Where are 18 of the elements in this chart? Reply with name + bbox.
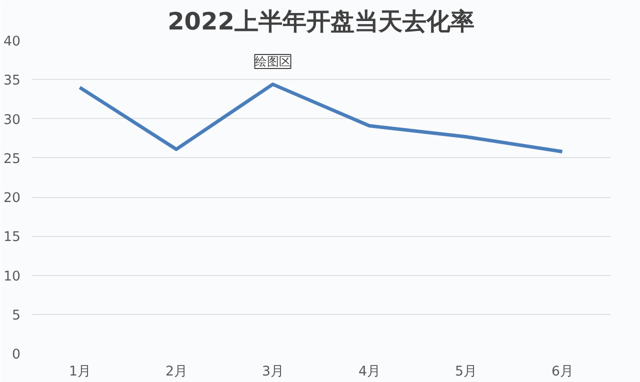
x-tick-label: 1月 [69, 364, 90, 380]
x-tick-label: 6月 [552, 364, 573, 380]
y-tick-label: 20 [4, 191, 21, 206]
y-tick-label: 10 [4, 269, 21, 284]
y-tick-label: 40 [4, 34, 21, 50]
y-tick-label: 0 [12, 348, 21, 362]
x-tick-label: 5月 [455, 364, 476, 380]
y-tick-label: 25 [4, 152, 21, 167]
x-tick-label: 3月 [262, 364, 284, 380]
chart-title: 2022上半年开盘当天去化率 [168, 8, 474, 36]
y-tick-label: 30 [4, 112, 21, 128]
x-tick-label: 2月 [166, 364, 187, 380]
y-tick-label: 15 [4, 230, 21, 246]
y-tick-label: 5 [12, 308, 21, 324]
annotation: 绘图区 [254, 54, 291, 68]
y-tick-label: 35 [4, 74, 21, 89]
line-series [78, 82, 564, 154]
x-tick-label: 4月 [358, 364, 380, 380]
